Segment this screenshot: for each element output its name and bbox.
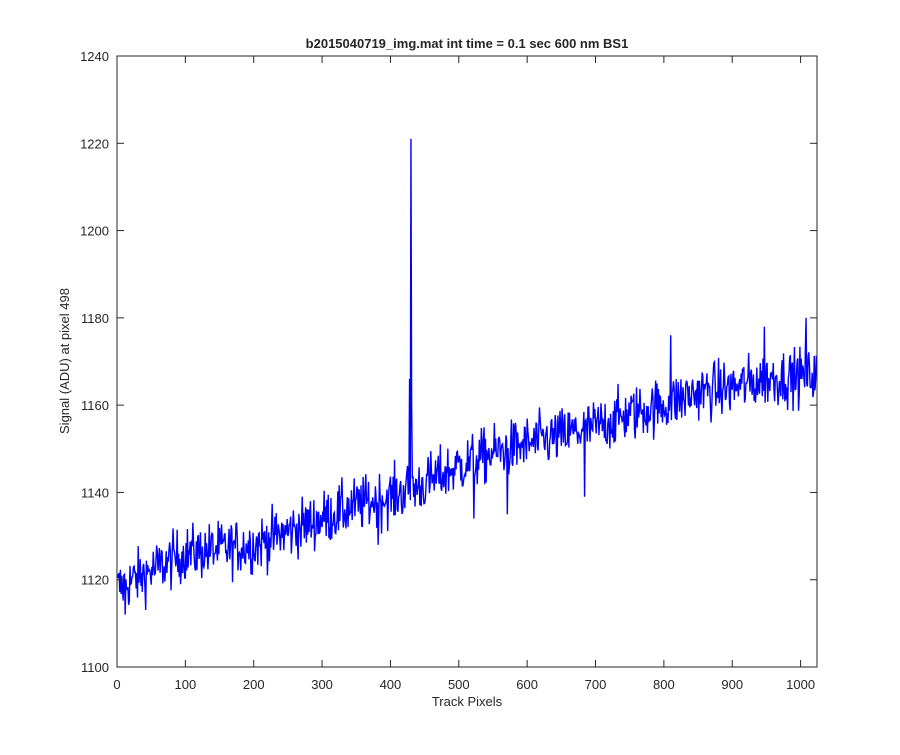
x-tick-label: 800	[653, 677, 675, 692]
x-tick-label: 1000	[786, 677, 815, 692]
x-tick-label: 700	[585, 677, 607, 692]
series-line-0	[116, 138, 818, 615]
x-tick-label: 600	[516, 677, 538, 692]
x-tick-label: 500	[448, 677, 470, 692]
x-tick-label: 400	[380, 677, 402, 692]
y-tick-label: 1200	[80, 224, 109, 239]
y-tick-label: 1140	[81, 485, 109, 500]
y-tick-label: 1220	[80, 136, 109, 151]
x-tick-label: 100	[175, 677, 197, 692]
y-tick-label: 1180	[81, 311, 109, 326]
axes-box	[116, 55, 818, 668]
x-tick-label: 900	[721, 677, 743, 692]
chart-title: b2015040719_img.mat int time = 0.1 sec 6…	[306, 36, 629, 51]
y-tick-label: 1240	[80, 49, 109, 64]
x-tick-label: 0	[113, 677, 120, 692]
y-tick-label: 1120	[81, 573, 109, 588]
plot-area	[117, 56, 817, 667]
x-tick-label: 300	[311, 677, 333, 692]
y-tick-label: 1160	[81, 398, 109, 413]
y-axis-label: Signal (ADU) at pixel 498	[57, 288, 72, 434]
x-axis-label: Track Pixels	[432, 694, 503, 709]
x-tick-label: 200	[243, 677, 265, 692]
y-tick-label: 1100	[81, 660, 109, 675]
